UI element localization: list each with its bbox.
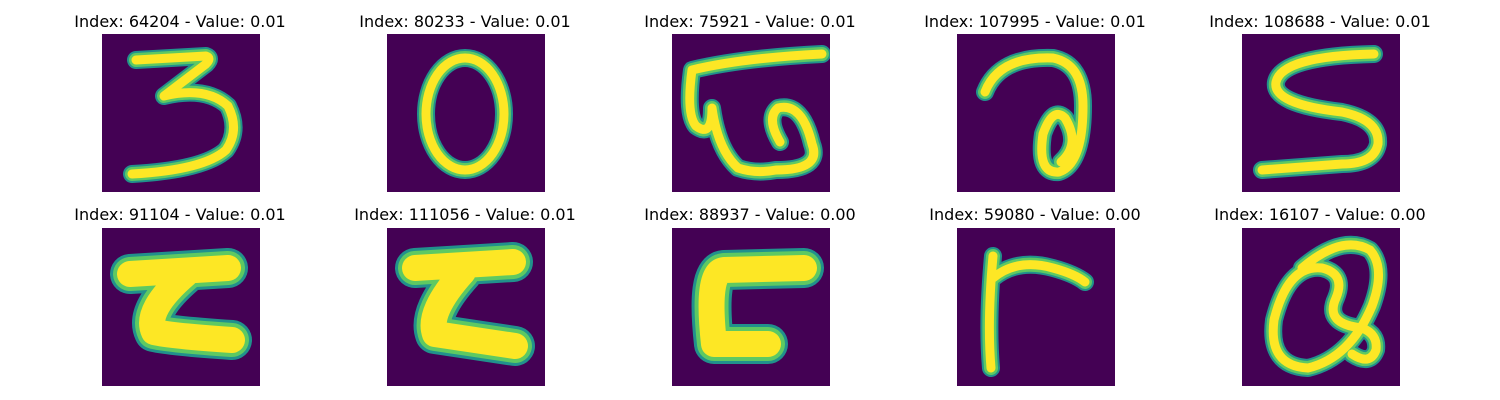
panel-title: Index: 16107 - Value: 0.00 [1214,205,1426,224]
glyph-image-panel [957,228,1115,386]
glyph-zero-image [387,34,545,192]
glyph-image-panel [957,34,1115,192]
panel-title: Index: 88937 - Value: 0.00 [644,205,856,224]
glyph-z-bracket-image [387,228,545,386]
glyph-three-image [102,34,260,192]
panel-title: Index: 80233 - Value: 0.01 [359,12,571,31]
glyph-loop-at-image [1242,228,1400,386]
panel-title: Index: 64204 - Value: 0.01 [74,12,286,31]
glyph-image-panel [387,34,545,192]
glyph-image-panel [672,228,830,386]
glyph-angle-image [957,228,1115,386]
panel-title: Index: 91104 - Value: 0.01 [74,205,286,224]
glyph-z-bracket-image [102,228,260,386]
glyph-open-bracket-image [672,228,830,386]
glyph-image-panel [1242,228,1400,386]
glyph-image-panel [387,228,545,386]
glyph-s-shape-image [1242,34,1400,192]
panel-title: Index: 59080 - Value: 0.00 [929,205,1141,224]
glyph-w-shape-image [672,34,830,192]
panel-title: Index: 75921 - Value: 0.01 [644,12,856,31]
panel-title: Index: 107995 - Value: 0.01 [924,12,1146,31]
glyph-hook-loop-image [957,34,1115,192]
panel-title: Index: 108688 - Value: 0.01 [1209,12,1431,31]
glyph-image-panel [102,228,260,386]
glyph-image-panel [1242,34,1400,192]
panel-title: Index: 111056 - Value: 0.01 [354,205,576,224]
glyph-image-panel [672,34,830,192]
glyph-image-panel [102,34,260,192]
